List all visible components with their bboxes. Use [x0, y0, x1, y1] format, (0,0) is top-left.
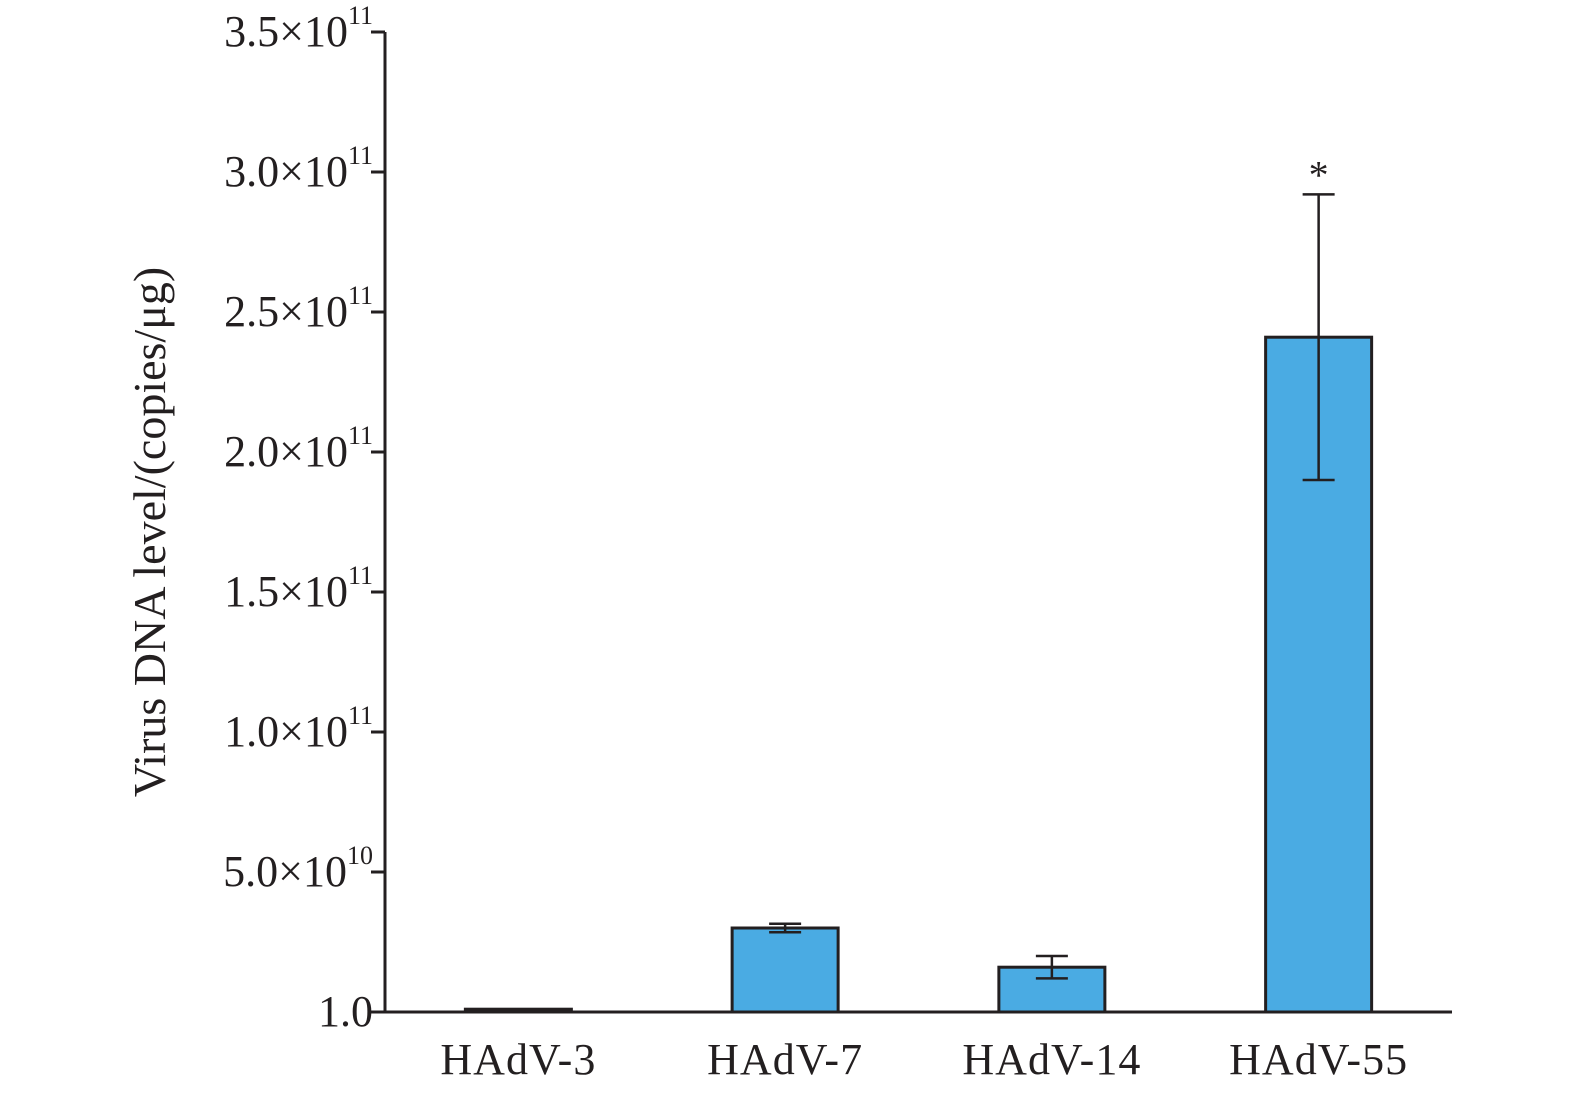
bar-hadv-7 [730, 926, 840, 1014]
y-axis-title: Virus DNA level/(copies/μg) [124, 267, 175, 797]
annotations: * [1309, 152, 1329, 197]
y-tick-label: 2.5×1011 [224, 281, 373, 336]
y-tick-label: 3.0×1011 [224, 141, 373, 196]
x-tick-label: HAdV-55 [1229, 1035, 1408, 1084]
y-tick-label: 3.5×1011 [224, 1, 373, 56]
error-bar-hadv-7 [769, 922, 802, 934]
error-bars [769, 193, 1335, 980]
significance-marker: * [1309, 152, 1329, 197]
y-axis-ticks: 1.0 5.0×1010 1.0×1011 1.5×1011 2.0×1011 2.5×1… [223, 1, 385, 1036]
y-tick-label: 1.0×1011 [224, 701, 373, 756]
x-axis-labels: HAdV-3 HAdV-7 HAdV-14 HAdV-55 [440, 1035, 1408, 1084]
bars [463, 335, 1374, 1014]
y-tick-label: 1.0 [318, 987, 373, 1036]
x-tick-label: HAdV-7 [707, 1035, 863, 1084]
x-tick-label: HAdV-3 [440, 1035, 596, 1084]
y-tick-label: 2.0×1011 [224, 421, 373, 476]
error-bar-hadv-14 [1035, 954, 1068, 980]
error-bar-hadv-55 [1302, 193, 1335, 482]
x-tick-label: HAdV-14 [962, 1035, 1141, 1084]
y-tick-label: 1.5×1011 [224, 561, 373, 616]
y-tick-label: 5.0×1010 [223, 841, 373, 896]
